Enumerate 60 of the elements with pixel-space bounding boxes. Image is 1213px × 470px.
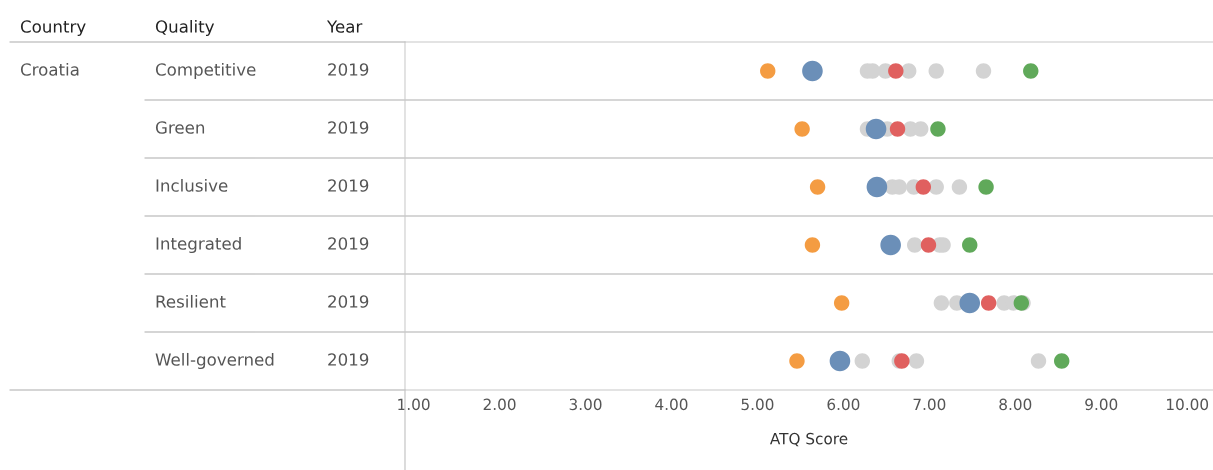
text: 2019	[328, 121, 369, 134]
y-tick-label: Green	[155, 121, 205, 134]
point	[959, 292, 981, 314]
y-tick-label: Inclusive	[156, 178, 228, 192]
text: 2019	[328, 179, 369, 192]
text: Quality	[155, 19, 215, 37]
point	[789, 353, 805, 369]
point	[928, 63, 944, 79]
point	[913, 121, 929, 137]
x-tick-label: 1.00	[398, 398, 430, 411]
point	[829, 350, 851, 372]
point	[920, 237, 937, 253]
point	[975, 63, 992, 79]
text: 2019	[328, 353, 369, 366]
point	[908, 353, 925, 369]
point	[1023, 63, 1039, 79]
point	[915, 179, 932, 195]
text: Year	[326, 20, 363, 33]
point	[802, 60, 823, 82]
point	[930, 121, 946, 137]
y-tick-label: Competitive	[155, 62, 256, 80]
point	[866, 176, 888, 198]
x-tick-label: 9.00	[1085, 398, 1118, 411]
point	[794, 121, 810, 137]
x-tick-label: 2.00	[483, 398, 516, 411]
y-tick-label: Well-governed	[155, 352, 274, 370]
point	[933, 295, 950, 311]
text: 2019	[328, 295, 369, 308]
point	[865, 118, 887, 140]
text: 2019	[328, 237, 369, 250]
x-tick-label: 10.00	[1167, 398, 1209, 411]
point	[804, 237, 821, 253]
point	[854, 353, 870, 369]
x-tick-label: 3.00	[569, 398, 602, 411]
point	[1030, 353, 1047, 369]
x-tick-label: 8.00	[999, 398, 1032, 411]
point	[889, 121, 906, 137]
point	[907, 237, 923, 253]
point	[928, 179, 944, 195]
x-tick-label: 7.00	[913, 398, 946, 411]
text: Country	[20, 20, 86, 37]
y-tick-label: Resilient	[156, 294, 226, 308]
point	[833, 295, 850, 311]
x-tick-label: 5.00	[741, 398, 774, 411]
point	[962, 237, 978, 253]
point	[888, 63, 904, 79]
x-tick-label: 6.00	[827, 398, 860, 411]
point	[980, 295, 997, 311]
point	[1054, 353, 1070, 369]
x-axis-title: ATQ Score	[769, 432, 848, 447]
point	[760, 63, 776, 79]
point	[809, 179, 826, 195]
x-tick-label: 4.00	[655, 398, 688, 411]
point	[978, 179, 994, 195]
text: 2019	[328, 63, 369, 76]
text: Croatia	[20, 62, 79, 76]
point	[951, 179, 968, 195]
y-tick-label: Integrated	[156, 236, 241, 254]
point	[880, 234, 901, 256]
point	[901, 63, 917, 79]
